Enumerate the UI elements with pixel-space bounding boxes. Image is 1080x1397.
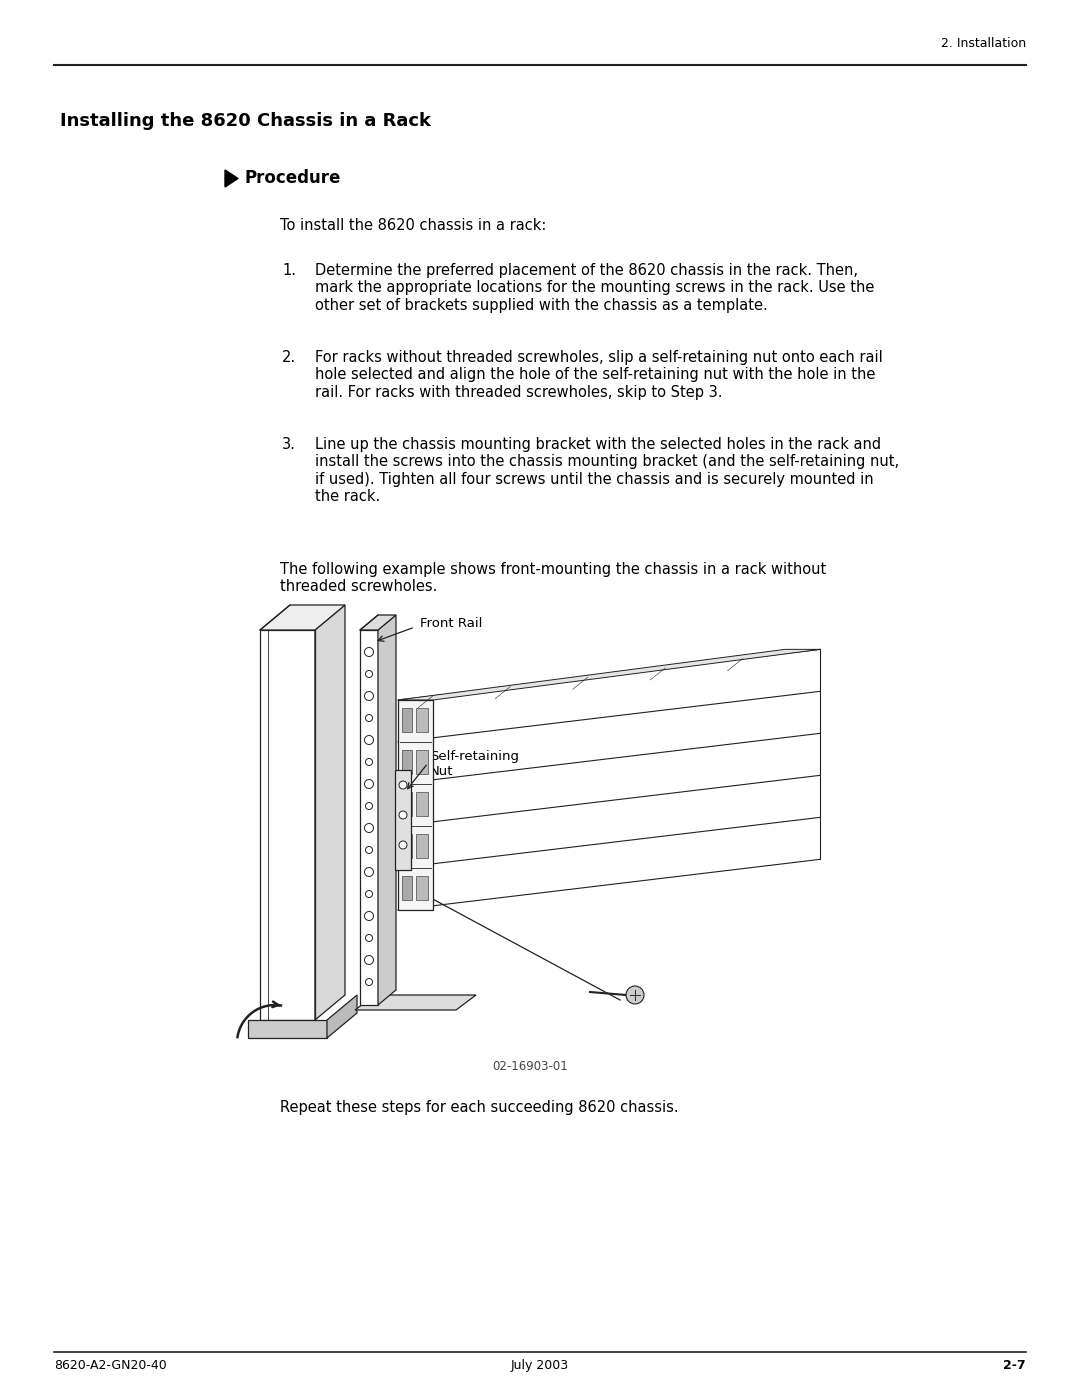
Polygon shape [260, 630, 315, 1020]
Polygon shape [395, 770, 411, 870]
Circle shape [626, 986, 644, 1004]
Circle shape [365, 847, 373, 854]
Circle shape [365, 714, 373, 721]
Polygon shape [416, 792, 428, 816]
Circle shape [399, 841, 407, 849]
Circle shape [365, 647, 374, 657]
Circle shape [365, 890, 373, 897]
Text: Front Rail: Front Rail [420, 617, 483, 630]
Text: Self-retaining
Nut: Self-retaining Nut [430, 750, 519, 778]
Circle shape [365, 692, 374, 700]
Text: 8620-A2-GN20-40: 8620-A2-GN20-40 [54, 1359, 166, 1372]
Polygon shape [260, 605, 345, 630]
Circle shape [399, 812, 407, 819]
Polygon shape [402, 708, 411, 732]
Circle shape [365, 935, 373, 942]
Circle shape [365, 978, 373, 985]
Text: 02-16903-01: 02-16903-01 [492, 1060, 568, 1073]
Circle shape [365, 956, 374, 964]
Polygon shape [399, 700, 433, 909]
Polygon shape [402, 834, 411, 858]
Polygon shape [402, 750, 411, 774]
Text: 2. Installation: 2. Installation [941, 36, 1026, 50]
Text: Determine the preferred placement of the 8620 chassis in the rack. Then,
mark th: Determine the preferred placement of the… [315, 263, 875, 313]
Polygon shape [225, 170, 238, 187]
Polygon shape [402, 876, 411, 900]
Text: Installing the 8620 Chassis in a Rack: Installing the 8620 Chassis in a Rack [60, 112, 431, 130]
Text: For racks without threaded screwholes, slip a self-retaining nut onto each rail
: For racks without threaded screwholes, s… [315, 351, 882, 400]
Text: 1.: 1. [282, 263, 296, 278]
Polygon shape [360, 615, 396, 630]
Circle shape [365, 911, 374, 921]
Circle shape [365, 780, 374, 788]
Polygon shape [416, 876, 428, 900]
Polygon shape [327, 995, 357, 1038]
Circle shape [365, 802, 373, 809]
Polygon shape [378, 615, 396, 1004]
Text: July 2003: July 2003 [511, 1359, 569, 1372]
Polygon shape [360, 630, 378, 1004]
Text: Repeat these steps for each succeeding 8620 chassis.: Repeat these steps for each succeeding 8… [280, 1099, 678, 1115]
Circle shape [365, 823, 374, 833]
Text: To install the 8620 chassis in a rack:: To install the 8620 chassis in a rack: [280, 218, 546, 233]
Circle shape [365, 759, 373, 766]
Circle shape [365, 735, 374, 745]
Polygon shape [416, 708, 428, 732]
Polygon shape [399, 650, 820, 700]
Circle shape [399, 781, 407, 789]
Text: 2-7: 2-7 [1003, 1359, 1026, 1372]
Text: Procedure: Procedure [245, 169, 341, 187]
Circle shape [365, 671, 373, 678]
Text: 3.: 3. [282, 437, 296, 453]
Polygon shape [416, 750, 428, 774]
Circle shape [365, 868, 374, 876]
Text: The following example shows front-mounting the chassis in a rack without
threade: The following example shows front-mounti… [280, 562, 826, 594]
Polygon shape [355, 995, 476, 1010]
Polygon shape [416, 834, 428, 858]
Text: 2.: 2. [282, 351, 296, 365]
Polygon shape [315, 605, 345, 1020]
Text: Line up the chassis mounting bracket with the selected holes in the rack and
ins: Line up the chassis mounting bracket wit… [315, 437, 900, 504]
Polygon shape [248, 1020, 327, 1038]
Polygon shape [402, 792, 411, 816]
